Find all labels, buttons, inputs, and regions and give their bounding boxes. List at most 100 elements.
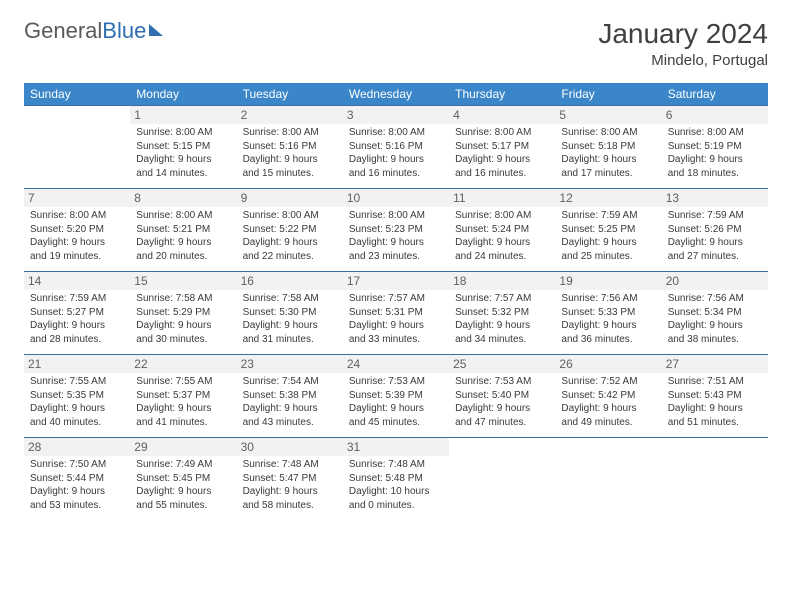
sunrise-text: Sunrise: 7:58 AM xyxy=(136,292,230,306)
logo-sail-icon xyxy=(149,24,163,36)
daylight-text: Daylight: 9 hours and 17 minutes. xyxy=(561,153,655,180)
daylight-text: Daylight: 9 hours and 25 minutes. xyxy=(561,236,655,263)
sunrise-text: Sunrise: 7:57 AM xyxy=(349,292,443,306)
week-row: 14Sunrise: 7:59 AMSunset: 5:27 PMDayligh… xyxy=(24,272,768,355)
day-cell: 18 Sunrise: 7:57 AMSunset: 5:32 PMDayligh… xyxy=(449,272,555,355)
weekday-header: Saturday xyxy=(662,83,768,106)
day-detail: Sunrise: 8:00 AMSunset: 5:20 PMDaylight:… xyxy=(30,209,124,263)
day-number: 20 xyxy=(662,272,768,290)
day-detail: Sunrise: 7:56 AMSunset: 5:33 PMDaylight:… xyxy=(561,292,655,346)
month-title: January 2024 xyxy=(598,18,768,50)
sunset-text: Sunset: 5:37 PM xyxy=(136,389,230,403)
day-number: 31 xyxy=(343,438,449,456)
sunset-text: Sunset: 5:35 PM xyxy=(30,389,124,403)
sunrise-text: Sunrise: 7:59 AM xyxy=(561,209,655,223)
day-cell: 23Sunrise: 7:54 AMSunset: 5:38 PMDayligh… xyxy=(237,355,343,438)
day-cell: 25 Sunrise: 7:53 AMSunset: 5:40 PMDayligh… xyxy=(449,355,555,438)
sunset-text: Sunset: 5:22 PM xyxy=(243,223,337,237)
daylight-text: Daylight: 9 hours and 24 minutes. xyxy=(455,236,549,263)
day-number: 2 xyxy=(237,106,343,124)
sunset-text: Sunset: 5:16 PM xyxy=(243,140,337,154)
day-detail: Sunrise: 7:53 AMSunset: 5:39 PMDaylight:… xyxy=(349,375,443,429)
day-number: 17 xyxy=(343,272,449,290)
day-detail: Sunrise: 7:48 AMSunset: 5:48 PMDaylight:… xyxy=(349,458,443,512)
daylight-text: Daylight: 9 hours and 51 minutes. xyxy=(668,402,762,429)
day-cell: 9Sunrise: 8:00 AMSunset: 5:22 PMDaylight… xyxy=(237,189,343,272)
sunrise-text: Sunrise: 8:00 AM xyxy=(136,209,230,223)
calendar-table: Sunday Monday Tuesday Wednesday Thursday… xyxy=(24,83,768,520)
sunrise-text: Sunrise: 7:54 AM xyxy=(243,375,337,389)
day-number: 23 xyxy=(237,355,343,373)
sunrise-text: Sunrise: 7:53 AM xyxy=(349,375,443,389)
day-number: 25 xyxy=(449,355,555,373)
header: GeneralBlue January 2024 Mindelo, Portug… xyxy=(24,18,768,69)
daylight-text: Daylight: 9 hours and 33 minutes. xyxy=(349,319,443,346)
weekday-header: Monday xyxy=(130,83,236,106)
week-row: 1Sunrise: 8:00 AMSunset: 5:15 PMDaylight… xyxy=(24,106,768,189)
day-cell: 20 Sunrise: 7:56 AMSunset: 5:34 PMDayligh… xyxy=(662,272,768,355)
sunset-text: Sunset: 5:31 PM xyxy=(349,306,443,320)
daylight-text: Daylight: 9 hours and 31 minutes. xyxy=(243,319,337,346)
weekday-header: Friday xyxy=(555,83,661,106)
day-cell: 1Sunrise: 8:00 AMSunset: 5:15 PMDaylight… xyxy=(130,106,236,189)
day-cell: 31 Sunrise: 7:48 AMSunset: 5:48 PMDayligh… xyxy=(343,438,449,521)
sunrise-text: Sunrise: 7:57 AM xyxy=(455,292,549,306)
day-detail: Sunrise: 7:53 AMSunset: 5:40 PMDaylight:… xyxy=(455,375,549,429)
day-detail: Sunrise: 7:57 AMSunset: 5:32 PMDaylight:… xyxy=(455,292,549,346)
sunset-text: Sunset: 5:20 PM xyxy=(30,223,124,237)
location: Mindelo, Portugal xyxy=(598,52,768,69)
sunrise-text: Sunrise: 8:00 AM xyxy=(349,126,443,140)
sunrise-text: Sunrise: 7:49 AM xyxy=(136,458,230,472)
day-number: 28 xyxy=(24,438,130,456)
day-cell: 29Sunrise: 7:49 AMSunset: 5:45 PMDayligh… xyxy=(130,438,236,521)
day-detail: Sunrise: 7:48 AMSunset: 5:47 PMDaylight:… xyxy=(243,458,337,512)
daylight-text: Daylight: 9 hours and 41 minutes. xyxy=(136,402,230,429)
daylight-text: Daylight: 9 hours and 14 minutes. xyxy=(136,153,230,180)
day-number: 7 xyxy=(24,189,130,207)
week-row: 7Sunrise: 8:00 AMSunset: 5:20 PMDaylight… xyxy=(24,189,768,272)
day-cell xyxy=(24,106,130,189)
week-row: 28 Sunrise: 7:50 AMSunset: 5:44 PMDayligh… xyxy=(24,438,768,521)
day-number: 6 xyxy=(662,106,768,124)
day-number xyxy=(662,438,768,456)
day-number xyxy=(555,438,661,456)
weekday-header: Wednesday xyxy=(343,83,449,106)
day-cell: 8Sunrise: 8:00 AMSunset: 5:21 PMDaylight… xyxy=(130,189,236,272)
daylight-text: Daylight: 9 hours and 55 minutes. xyxy=(136,485,230,512)
day-cell: 10Sunrise: 8:00 AMSunset: 5:23 PMDayligh… xyxy=(343,189,449,272)
day-number: 22 xyxy=(130,355,236,373)
sunrise-text: Sunrise: 7:59 AM xyxy=(668,209,762,223)
day-detail: Sunrise: 8:00 AMSunset: 5:18 PMDaylight:… xyxy=(561,126,655,180)
sunrise-text: Sunrise: 8:00 AM xyxy=(349,209,443,223)
day-number: 15 xyxy=(130,272,236,290)
day-number: 11 xyxy=(449,189,555,207)
sunrise-text: Sunrise: 7:51 AM xyxy=(668,375,762,389)
day-cell: 2Sunrise: 8:00 AMSunset: 5:16 PMDaylight… xyxy=(237,106,343,189)
sunrise-text: Sunrise: 7:58 AM xyxy=(243,292,337,306)
day-detail: Sunrise: 7:59 AMSunset: 5:26 PMDaylight:… xyxy=(668,209,762,263)
weekday-header: Sunday xyxy=(24,83,130,106)
day-number: 18 xyxy=(449,272,555,290)
sunset-text: Sunset: 5:33 PM xyxy=(561,306,655,320)
daylight-text: Daylight: 9 hours and 34 minutes. xyxy=(455,319,549,346)
daylight-text: Daylight: 9 hours and 27 minutes. xyxy=(668,236,762,263)
day-detail: Sunrise: 7:51 AMSunset: 5:43 PMDaylight:… xyxy=(668,375,762,429)
sunrise-text: Sunrise: 8:00 AM xyxy=(455,126,549,140)
day-detail: Sunrise: 7:55 AMSunset: 5:35 PMDaylight:… xyxy=(30,375,124,429)
daylight-text: Daylight: 9 hours and 30 minutes. xyxy=(136,319,230,346)
sunset-text: Sunset: 5:43 PM xyxy=(668,389,762,403)
day-cell: 14Sunrise: 7:59 AMSunset: 5:27 PMDayligh… xyxy=(24,272,130,355)
day-detail: Sunrise: 7:49 AMSunset: 5:45 PMDaylight:… xyxy=(136,458,230,512)
day-detail: Sunrise: 7:56 AMSunset: 5:34 PMDaylight:… xyxy=(668,292,762,346)
day-detail: Sunrise: 7:55 AMSunset: 5:37 PMDaylight:… xyxy=(136,375,230,429)
sunrise-text: Sunrise: 8:00 AM xyxy=(30,209,124,223)
day-cell: 12Sunrise: 7:59 AMSunset: 5:25 PMDayligh… xyxy=(555,189,661,272)
day-detail: Sunrise: 7:50 AMSunset: 5:44 PMDaylight:… xyxy=(30,458,124,512)
day-number: 4 xyxy=(449,106,555,124)
daylight-text: Daylight: 9 hours and 45 minutes. xyxy=(349,402,443,429)
day-number: 26 xyxy=(555,355,661,373)
day-cell: 28 Sunrise: 7:50 AMSunset: 5:44 PMDayligh… xyxy=(24,438,130,521)
sunset-text: Sunset: 5:18 PM xyxy=(561,140,655,154)
sunset-text: Sunset: 5:48 PM xyxy=(349,472,443,486)
day-cell: 11Sunrise: 8:00 AMSunset: 5:24 PMDayligh… xyxy=(449,189,555,272)
